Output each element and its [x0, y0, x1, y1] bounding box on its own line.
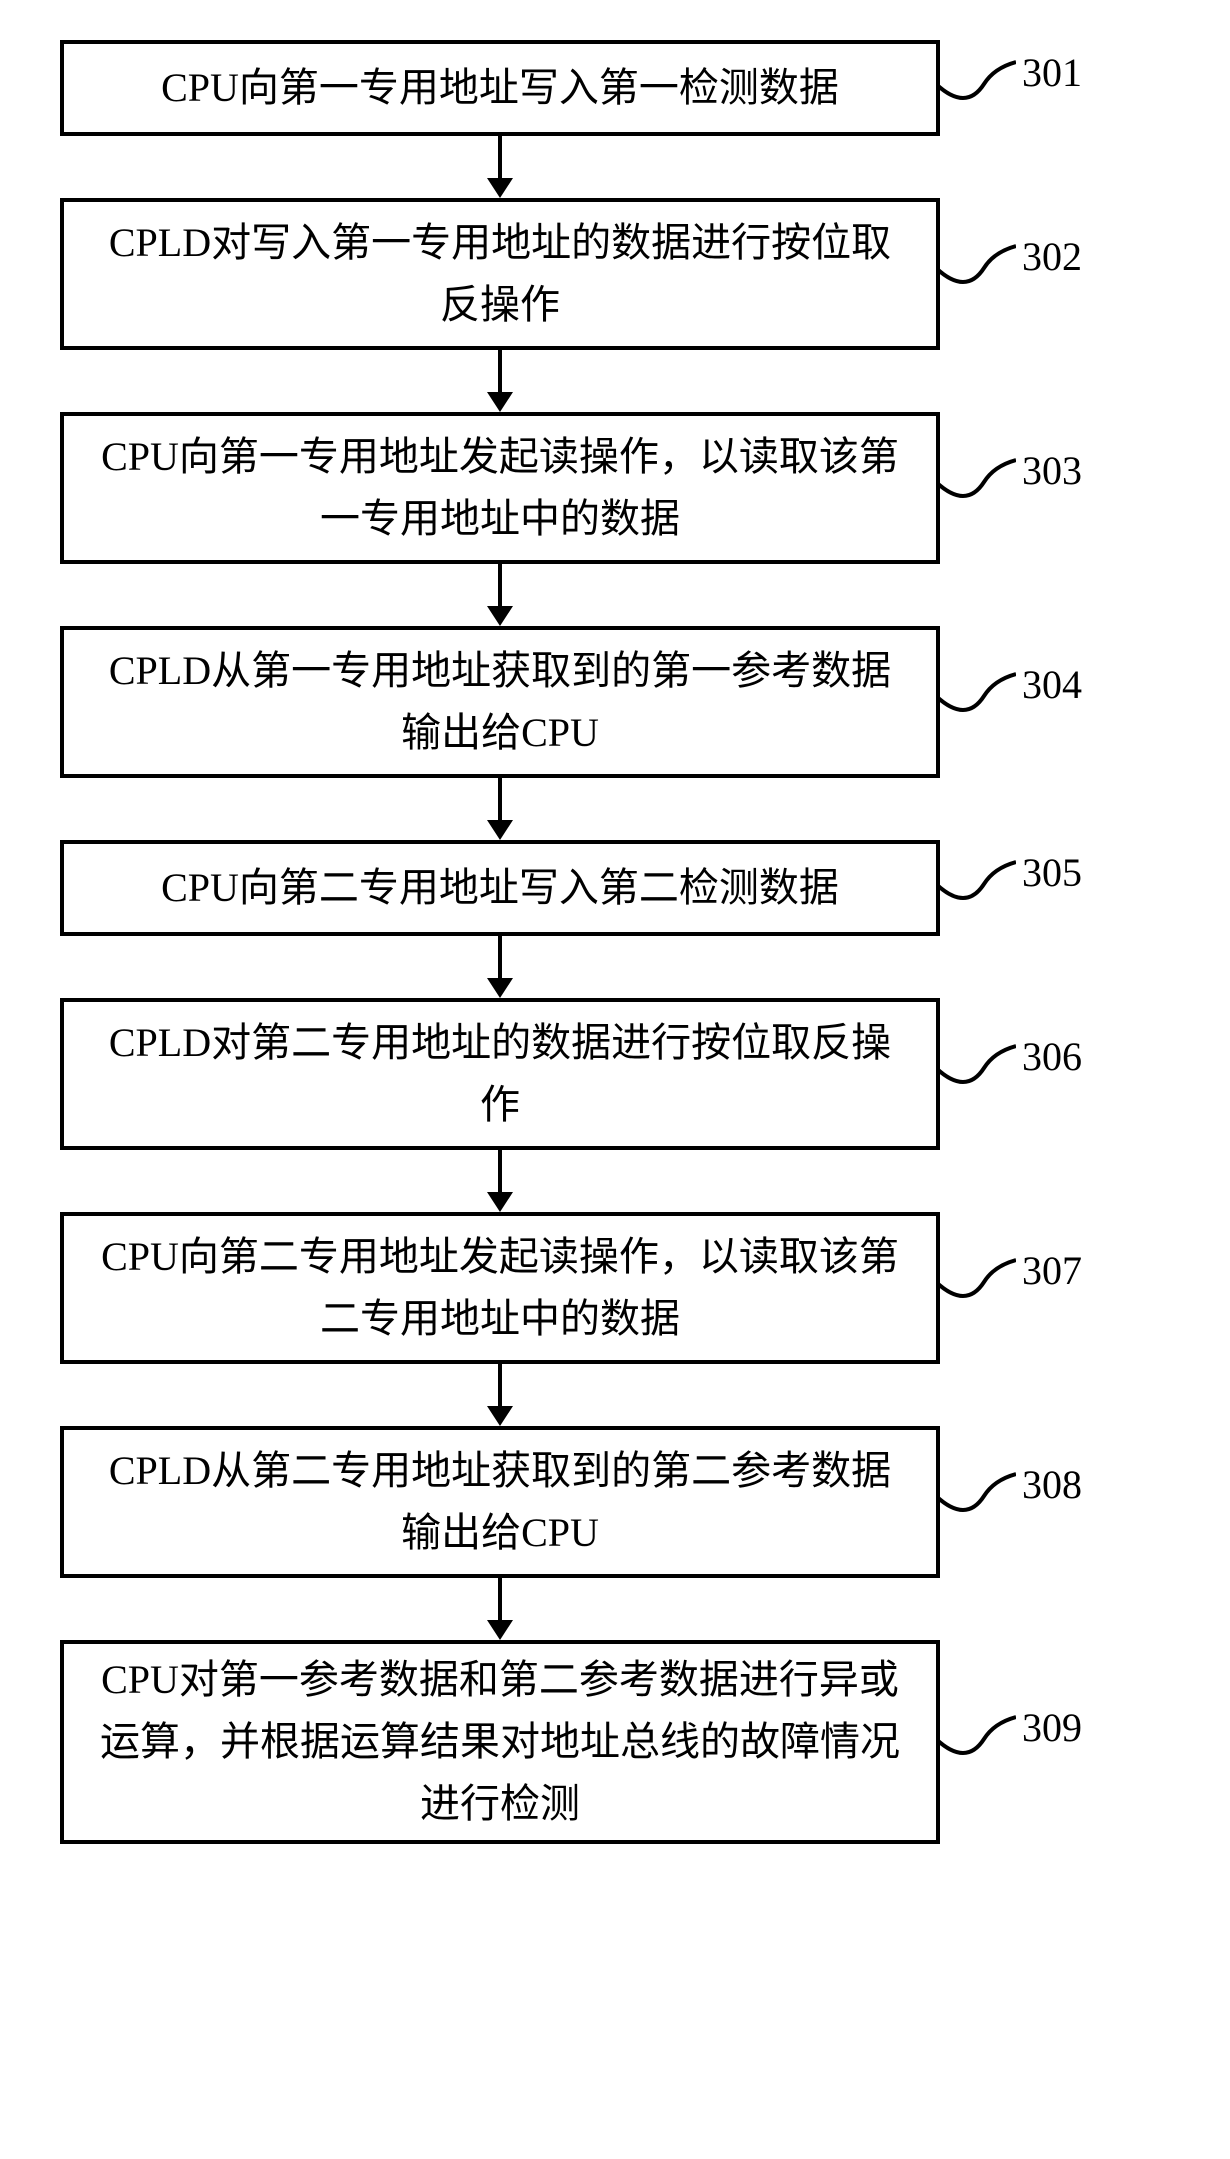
step-label-connector: 309 — [940, 1640, 1082, 1844]
step-number: 306 — [1022, 1033, 1082, 1080]
connector-curve-icon — [936, 1252, 1016, 1312]
flowchart-step: CPU对第一参考数据和第二参考数据进行异或运算，并根据运算结果对地址总线的故障情… — [60, 1640, 1170, 1844]
step-box-305: CPU向第二专用地址写入第二检测数据 — [60, 840, 940, 936]
connector-curve-icon — [936, 238, 1016, 298]
flowchart: CPU向第一专用地址写入第一检测数据 301 CPLD对写入第一专用地址的数据进行按… — [60, 40, 1170, 1844]
step-text: CPU向第一专用地址发起读操作，以读取该第一专用地址中的数据 — [92, 426, 908, 550]
step-text: CPLD对写入第一专用地址的数据进行按位取反操作 — [92, 212, 908, 336]
step-number: 301 — [1022, 49, 1082, 96]
step-text: CPLD从第二专用地址获取到的第二参考数据输出给CPU — [92, 1440, 908, 1564]
step-text: CPU对第一参考数据和第二参考数据进行异或运算，并根据运算结果对地址总线的故障情… — [92, 1649, 908, 1835]
arrow-down-icon — [483, 1578, 517, 1640]
step-label-connector: 304 — [940, 626, 1082, 778]
arrow-down-icon — [483, 1364, 517, 1426]
arrow-down-icon — [483, 564, 517, 626]
connector-curve-icon — [936, 1709, 1016, 1769]
step-label-connector: 301 — [940, 40, 1082, 136]
step-box-309: CPU对第一参考数据和第二参考数据进行异或运算，并根据运算结果对地址总线的故障情… — [60, 1640, 940, 1844]
step-text: CPU向第二专用地址发起读操作，以读取该第二专用地址中的数据 — [92, 1226, 908, 1350]
flowchart-step: CPLD从第一专用地址获取到的第一参考数据输出给CPU 304 — [60, 626, 1170, 778]
connector-curve-icon — [936, 1466, 1016, 1526]
step-box-307: CPU向第二专用地址发起读操作，以读取该第二专用地址中的数据 — [60, 1212, 940, 1364]
step-box-302: CPLD对写入第一专用地址的数据进行按位取反操作 — [60, 198, 940, 350]
flowchart-step: CPU向第一专用地址写入第一检测数据 301 — [60, 40, 1170, 136]
flow-arrow — [60, 778, 940, 840]
flow-arrow — [60, 136, 940, 198]
step-text: CPLD对第二专用地址的数据进行按位取反操作 — [92, 1012, 908, 1136]
step-number: 302 — [1022, 233, 1082, 280]
step-label-connector: 303 — [940, 412, 1082, 564]
step-text: CPU向第二专用地址写入第二检测数据 — [161, 857, 839, 919]
step-number: 309 — [1022, 1704, 1082, 1751]
arrow-down-icon — [483, 778, 517, 840]
step-box-308: CPLD从第二专用地址获取到的第二参考数据输出给CPU — [60, 1426, 940, 1578]
connector-curve-icon — [936, 54, 1016, 114]
flowchart-step: CPLD从第二专用地址获取到的第二参考数据输出给CPU 308 — [60, 1426, 1170, 1578]
step-box-306: CPLD对第二专用地址的数据进行按位取反操作 — [60, 998, 940, 1150]
flowchart-step: CPU向第二专用地址发起读操作，以读取该第二专用地址中的数据 307 — [60, 1212, 1170, 1364]
connector-curve-icon — [936, 666, 1016, 726]
step-label-connector: 306 — [940, 998, 1082, 1150]
connector-curve-icon — [936, 854, 1016, 914]
flowchart-step: CPLD对写入第一专用地址的数据进行按位取反操作 302 — [60, 198, 1170, 350]
step-label-connector: 305 — [940, 840, 1082, 936]
step-number: 305 — [1022, 849, 1082, 896]
arrow-down-icon — [483, 136, 517, 198]
step-number: 303 — [1022, 447, 1082, 494]
connector-curve-icon — [936, 1038, 1016, 1098]
arrow-down-icon — [483, 936, 517, 998]
connector-curve-icon — [936, 452, 1016, 512]
step-text: CPU向第一专用地址写入第一检测数据 — [161, 57, 839, 119]
flow-arrow — [60, 1578, 940, 1640]
step-number: 304 — [1022, 661, 1082, 708]
flow-arrow — [60, 564, 940, 626]
step-label-connector: 302 — [940, 198, 1082, 350]
step-text: CPLD从第一专用地址获取到的第一参考数据输出给CPU — [92, 640, 908, 764]
step-number: 307 — [1022, 1247, 1082, 1294]
flow-arrow — [60, 1150, 940, 1212]
step-number: 308 — [1022, 1461, 1082, 1508]
flowchart-step: CPLD对第二专用地址的数据进行按位取反操作 306 — [60, 998, 1170, 1150]
step-label-connector: 308 — [940, 1426, 1082, 1578]
arrow-down-icon — [483, 1150, 517, 1212]
step-box-301: CPU向第一专用地址写入第一检测数据 — [60, 40, 940, 136]
step-box-304: CPLD从第一专用地址获取到的第一参考数据输出给CPU — [60, 626, 940, 778]
step-box-303: CPU向第一专用地址发起读操作，以读取该第一专用地址中的数据 — [60, 412, 940, 564]
flowchart-step: CPU向第一专用地址发起读操作，以读取该第一专用地址中的数据 303 — [60, 412, 1170, 564]
flow-arrow — [60, 936, 940, 998]
flow-arrow — [60, 350, 940, 412]
flowchart-step: CPU向第二专用地址写入第二检测数据 305 — [60, 840, 1170, 936]
arrow-down-icon — [483, 350, 517, 412]
step-label-connector: 307 — [940, 1212, 1082, 1364]
flow-arrow — [60, 1364, 940, 1426]
